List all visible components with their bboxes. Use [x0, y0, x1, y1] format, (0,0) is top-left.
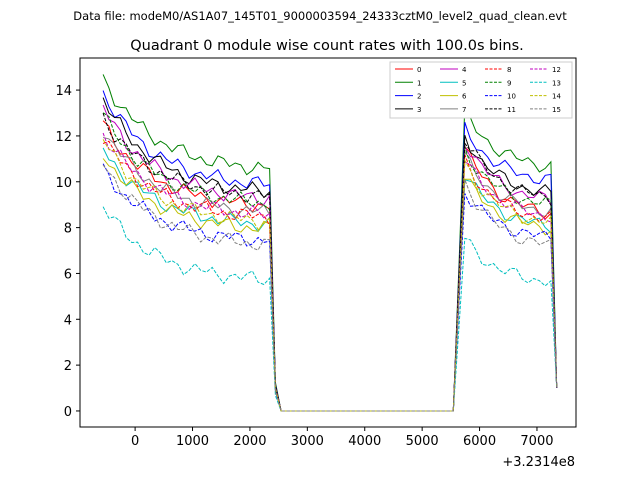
series-line-2	[102, 90, 558, 412]
series-line-0	[102, 120, 558, 412]
series-line-3	[102, 97, 558, 412]
x-tick-label: 2000	[233, 434, 266, 449]
y-tick-label: 0	[64, 405, 72, 420]
series-line-15	[102, 164, 558, 412]
legend-label-3: 3	[417, 106, 421, 114]
x-tick-label: 3000	[291, 434, 324, 449]
axes-frame	[79, 57, 577, 428]
x-offset-label: +3.2314e8	[502, 455, 575, 470]
legend-label-6: 6	[462, 93, 467, 101]
legend-label-12: 12	[552, 66, 561, 74]
series-line-11	[102, 113, 558, 412]
legend-label-4: 4	[462, 66, 467, 74]
y-tick-label: 6	[64, 267, 72, 282]
legend-label-2: 2	[417, 93, 421, 101]
x-tick-label: 6000	[463, 434, 496, 449]
y-tick-label: 4	[64, 313, 72, 328]
legend-label-15: 15	[552, 106, 561, 114]
y-tick-label: 2	[64, 359, 72, 374]
y-tick-label: 8	[64, 222, 72, 237]
y-tick-label: 14	[55, 84, 72, 99]
x-axis: 0 1000 2000 3000 4000 5000 6000 7000	[131, 427, 554, 449]
plot-area: 0 1000 2000 3000 4000 5000 6000 7000 0246810121…	[55, 57, 577, 470]
chart-title: Quadrant 0 module wise count rates with …	[130, 38, 524, 54]
chart-suptitle: Data file: modeM0/AS1A07_145T01_90000035…	[73, 9, 567, 23]
x-tick-label: 1000	[176, 434, 209, 449]
legend-label-11: 11	[507, 106, 516, 114]
y-axis: 0 2 4 6 8 10 12 14	[55, 84, 80, 420]
series-line-13	[102, 206, 558, 412]
legend-label-9: 9	[507, 79, 511, 87]
y-tick-label: 10	[55, 176, 72, 191]
legend-label-13: 13	[552, 79, 561, 87]
legend-label-5: 5	[462, 79, 466, 87]
series-line-8	[102, 140, 558, 412]
legend-label-10: 10	[507, 93, 516, 101]
x-tick-label: 0	[131, 434, 139, 449]
y-tick-label: 12	[55, 130, 72, 145]
legend-label-0: 0	[417, 66, 421, 74]
legend-label-8: 8	[507, 66, 511, 74]
series-line-1	[102, 74, 558, 412]
series-line-10	[102, 163, 558, 412]
x-tick-label: 5000	[406, 434, 439, 449]
legend-label-1: 1	[417, 79, 421, 87]
series-line-9	[102, 112, 558, 412]
x-tick-label: 4000	[348, 434, 381, 449]
legend-label-7: 7	[462, 106, 466, 114]
series-line-6	[102, 158, 558, 412]
x-tick-label: 7000	[520, 434, 553, 449]
legend-label-14: 14	[552, 93, 561, 101]
